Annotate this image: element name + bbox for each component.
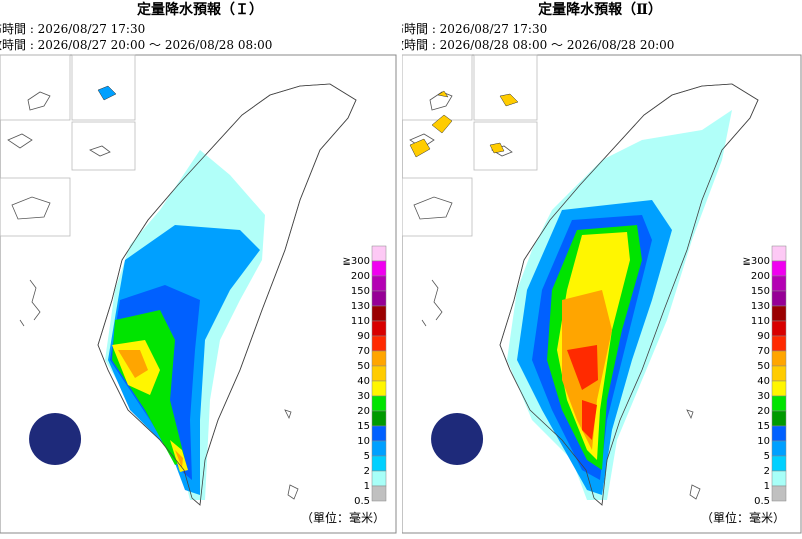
- legend-label: 150: [751, 286, 770, 297]
- legend-swatch: [771, 380, 787, 397]
- legend-swatch: [371, 275, 387, 292]
- legend-swatch: [771, 305, 787, 322]
- legend-label: 30: [357, 391, 370, 402]
- legend-label: 70: [757, 346, 770, 357]
- legend-swatch: [771, 395, 787, 412]
- legend-label: 30: [757, 391, 770, 402]
- legend-label: 90: [757, 331, 770, 342]
- legend-swatch: [771, 455, 787, 472]
- legend-label: 110: [751, 316, 770, 327]
- unit-label: （單位：毫米）: [301, 510, 385, 525]
- legend-swatch: [771, 425, 787, 442]
- legend-label: 1: [764, 481, 770, 492]
- panel-title: 定量降水預報（Ⅱ）: [538, 1, 662, 18]
- legend-swatch: [771, 365, 787, 382]
- legend-label: 0.5: [754, 496, 770, 507]
- legend-swatch: [771, 290, 787, 307]
- legend-swatch: [371, 485, 387, 502]
- legend-label: 110: [351, 316, 370, 327]
- legend-swatch: [371, 365, 387, 382]
- legend-label: 150: [351, 286, 370, 297]
- legend-swatch: [371, 410, 387, 427]
- legend-swatch: [371, 440, 387, 457]
- legend-label: 0.5: [354, 496, 370, 507]
- legend-label: 5: [764, 451, 770, 462]
- legend-swatch: [771, 485, 787, 502]
- issue-time: 發布時間 : 2026/08/27 17:30: [0, 21, 145, 36]
- valid-time: 有效時間 : 2026/08/28 08:00 ～ 2026/08/28 20:…: [380, 37, 674, 52]
- valid-time: 有效時間 : 2026/08/27 20:00 ～ 2026/08/28 08:…: [0, 37, 272, 52]
- legend-label: ≧300: [743, 256, 770, 267]
- legend-label: 90: [357, 331, 370, 342]
- issue-time: 發布時間 : 2026/08/27 17:30: [380, 21, 547, 36]
- legend-label: 50: [357, 361, 370, 372]
- legend-label: 2: [764, 466, 770, 477]
- legend-label: 130: [751, 301, 770, 312]
- panel-title: 定量降水預報（Ｉ）: [137, 1, 263, 18]
- legend-label: 15: [757, 421, 770, 432]
- legend-swatch: [371, 290, 387, 307]
- legend-swatch: [771, 410, 787, 427]
- unit-label: （單位：毫米）: [701, 510, 785, 525]
- legend-label: 15: [357, 421, 370, 432]
- legend-swatch: [771, 470, 787, 487]
- legend-swatch: [371, 455, 387, 472]
- legend-label: 20: [357, 406, 370, 417]
- panel-texts: 定量降水預報（Ｉ） 發布時間 : 2026/08/27 17:30 有效時間 :…: [0, 1, 785, 525]
- legend-swatch: [371, 305, 387, 322]
- map-panel: [402, 54, 802, 534]
- legend-label: ≧300: [343, 256, 370, 267]
- legend-swatch: [371, 245, 387, 262]
- legend-label: 10: [357, 436, 370, 447]
- legend-swatch: [771, 350, 787, 367]
- legend-label: 200: [751, 271, 770, 282]
- legend-label: 20: [757, 406, 770, 417]
- legend-swatch: [371, 260, 387, 277]
- legend-label: 1: [364, 481, 370, 492]
- legend-label: 40: [357, 376, 370, 387]
- legend-swatch: [371, 470, 387, 487]
- legend-swatch: [771, 320, 787, 337]
- legend-label: 10: [757, 436, 770, 447]
- legend-swatch: [371, 380, 387, 397]
- legend-label: 130: [351, 301, 370, 312]
- legend-swatch: [371, 320, 387, 337]
- legend-label: 50: [757, 361, 770, 372]
- legend-label: 40: [757, 376, 770, 387]
- legend-label: 70: [357, 346, 370, 357]
- legend-swatch: [771, 245, 787, 262]
- legend-label: 5: [364, 451, 370, 462]
- legend-label: 2: [364, 466, 370, 477]
- legend-swatch: [371, 425, 387, 442]
- legend-swatch: [771, 335, 787, 352]
- legend-label: 200: [351, 271, 370, 282]
- legend-swatch: [371, 395, 387, 412]
- legend-swatch: [371, 350, 387, 367]
- map-panel: [0, 54, 397, 534]
- legend-swatch: [771, 275, 787, 292]
- legend-swatch: [371, 335, 387, 352]
- legend-swatch: [771, 440, 787, 457]
- legend-swatch: [771, 260, 787, 277]
